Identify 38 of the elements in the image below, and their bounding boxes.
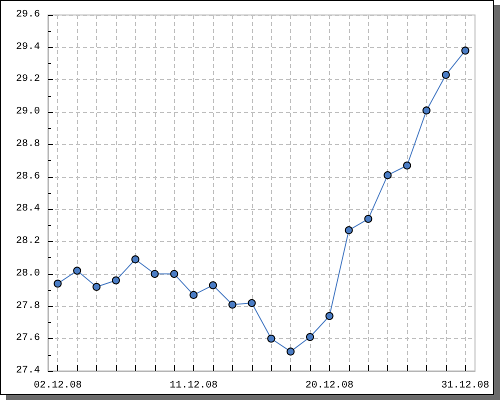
point [267,334,276,343]
point [131,255,140,264]
y-tick-label: 28.6 [16,171,40,182]
point [190,290,198,299]
y-tick-label: 28.0 [16,268,40,280]
point [170,270,178,278]
y-tick-label: 27.6 [16,333,40,344]
y-tick-label: 29.4 [16,42,40,53]
point [73,266,82,275]
x-tick-label: 02.12.08 [34,380,82,392]
y-tick-label: 28.8 [16,138,40,150]
point [325,312,334,320]
point [442,70,450,79]
x-tick-label: 20.12.08 [305,380,354,392]
point [248,299,256,308]
point [403,161,412,170]
point [150,270,159,278]
point [208,281,217,290]
point [54,280,62,288]
point [364,214,372,223]
y-tick-label: 27.4 [16,366,40,376]
point [344,226,353,234]
y-tick-label: 27.8 [16,300,40,312]
x-tick-label: 11.12.08 [170,380,218,392]
point [461,46,470,55]
point [306,333,314,342]
point [92,282,101,291]
y-tick-label: 28.2 [16,236,40,248]
point [228,300,236,309]
point [286,348,295,356]
point [384,171,392,180]
point [422,106,430,114]
point [112,276,120,284]
y-tick-label: 29.6 [16,10,40,20]
y-tick-label: 29.0 [16,106,40,118]
x-tick-label: 31.12.08 [441,380,490,392]
y-tick-label: 29.2 [16,74,40,86]
y-tick-label: 28.4 [16,204,40,215]
